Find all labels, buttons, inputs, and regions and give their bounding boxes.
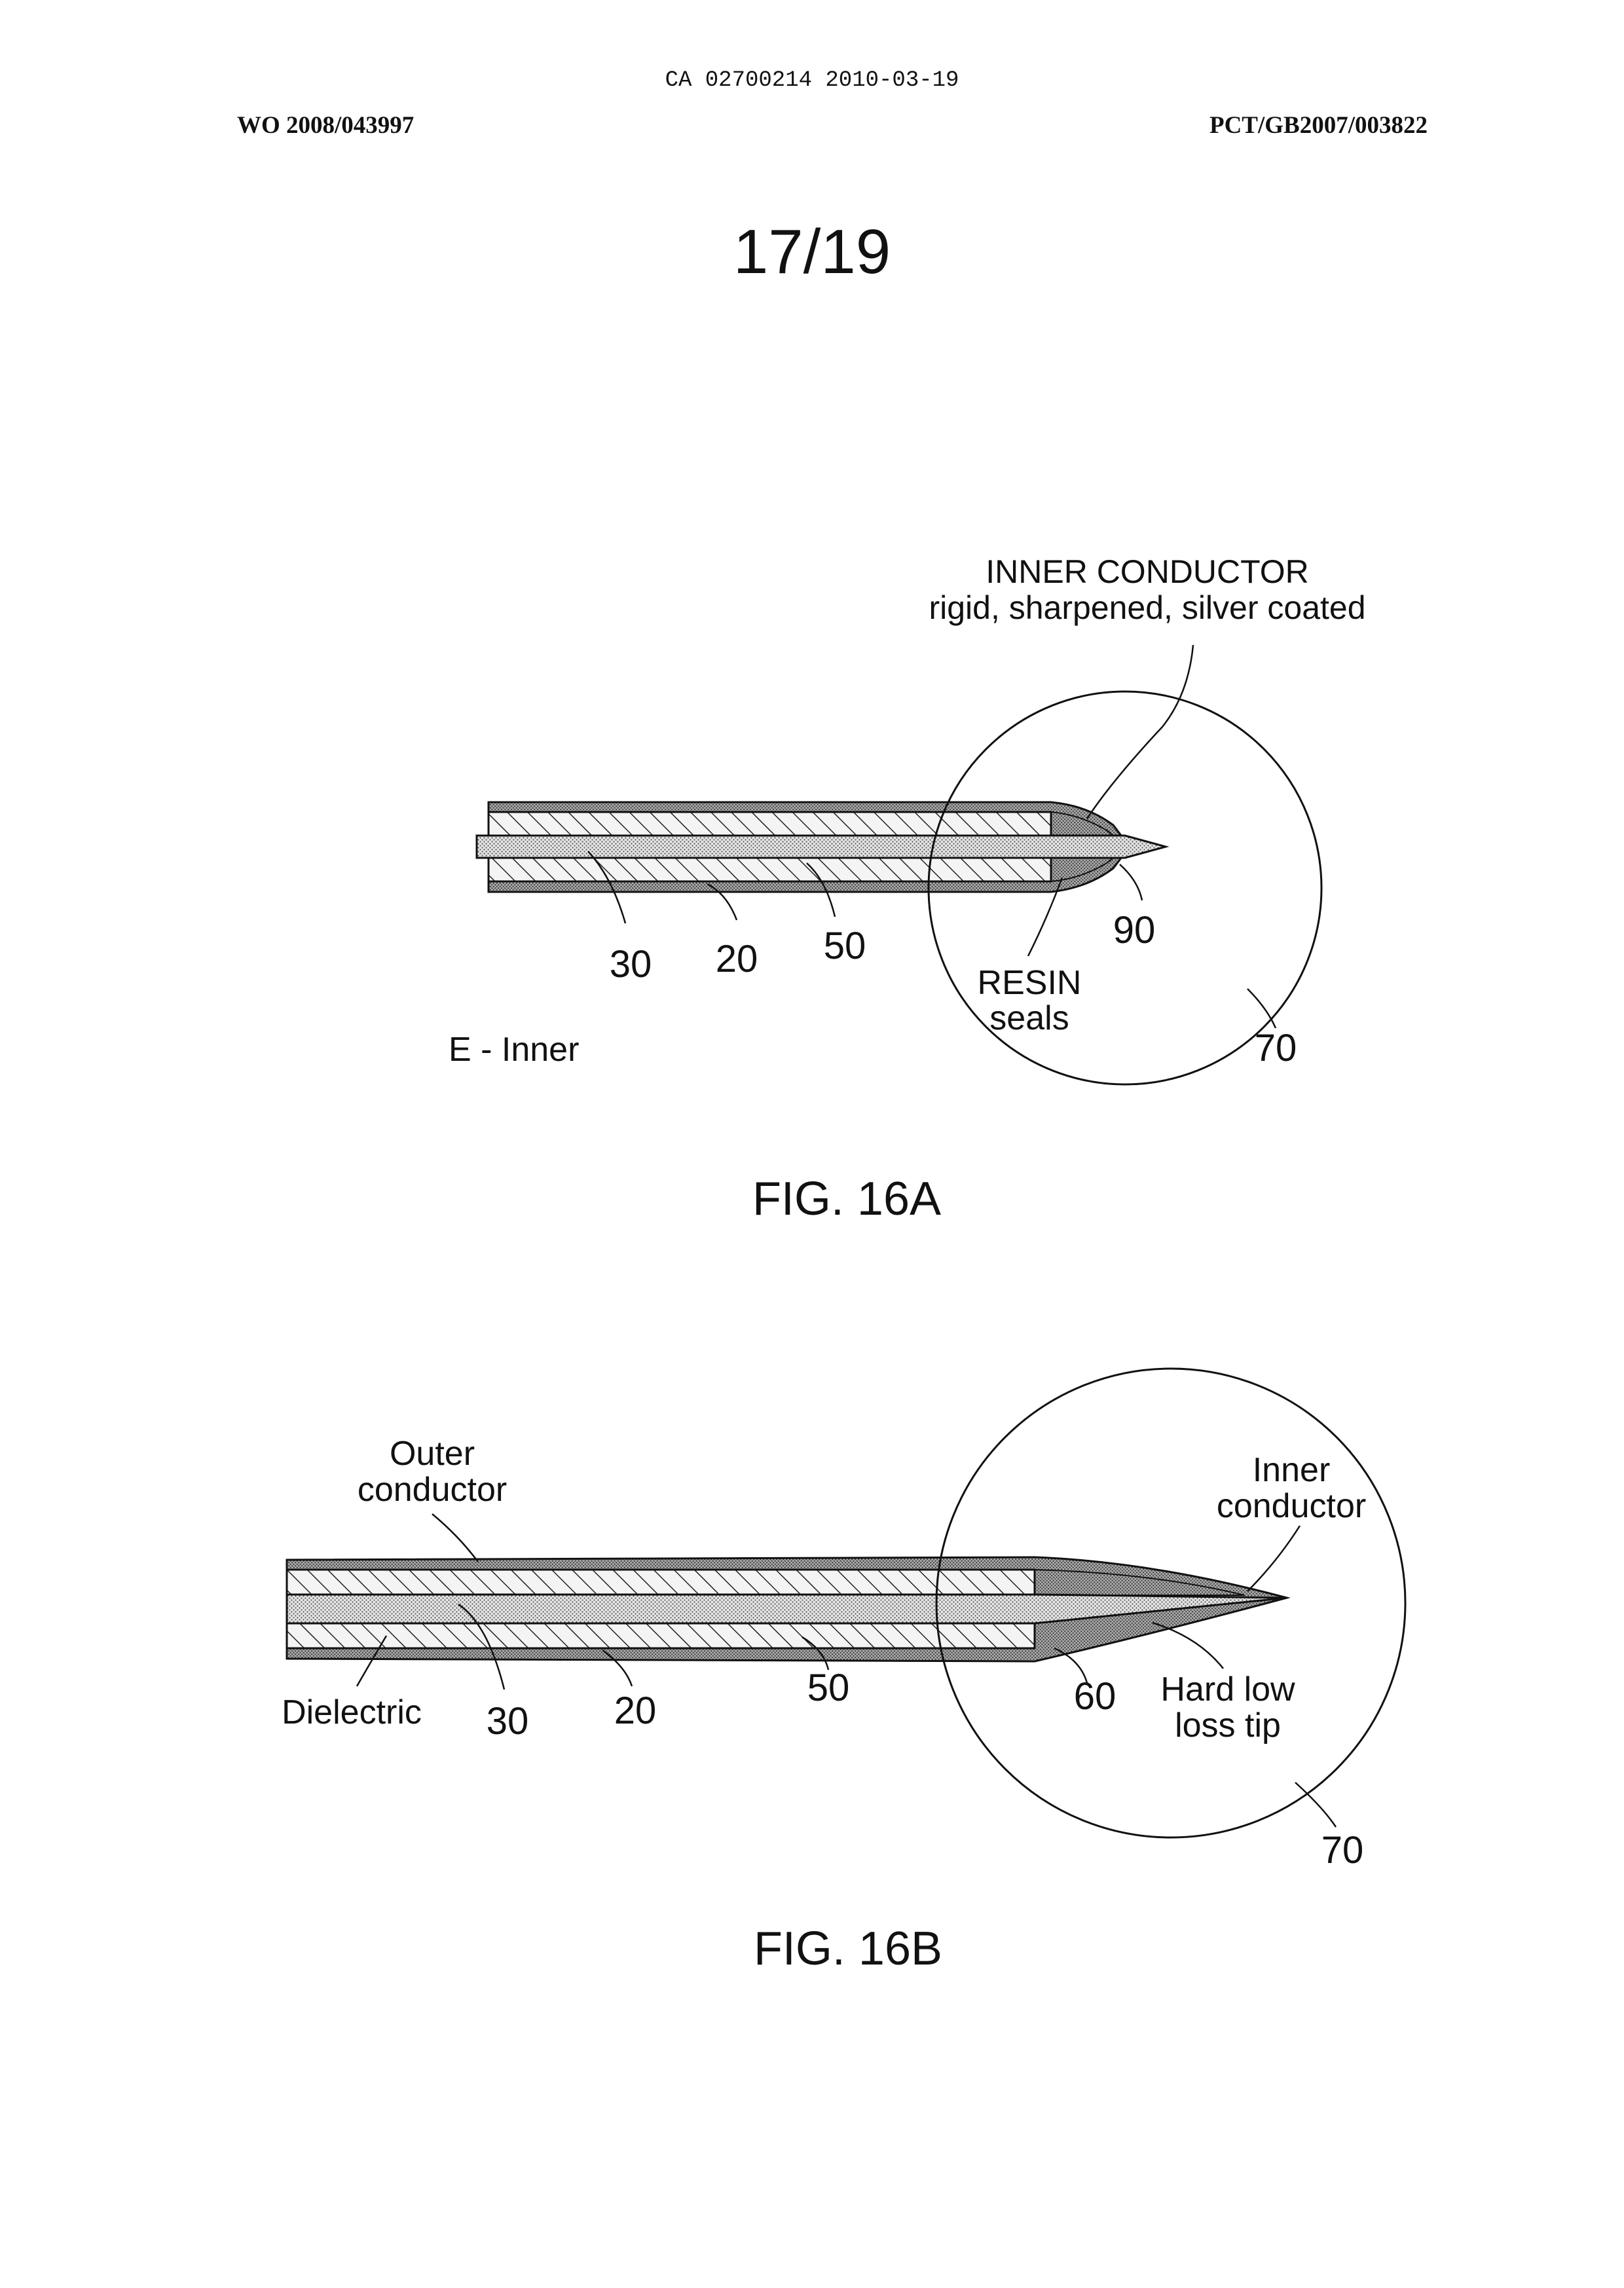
leader-70-16a [1247, 989, 1276, 1028]
ref-30-16b: 30 [487, 1700, 529, 1743]
dielectric-bottom-16a [489, 858, 1051, 881]
ref-20-16b: 20 [614, 1689, 657, 1732]
label-resin: RESIN [978, 964, 1082, 1002]
label-hard-low: Hard low [1160, 1670, 1295, 1708]
label-inner-conductor: conductor [1217, 1487, 1366, 1525]
label-outer-conductor: conductor [358, 1471, 507, 1509]
figure-16a: INNER CONDUCTOR rigid, sharpened, silver… [449, 553, 1366, 1225]
label-inner: Inner [1253, 1451, 1331, 1489]
label-inner-conductor-title: INNER CONDUCTOR [986, 553, 1309, 590]
inner-conductor-16a [477, 836, 1166, 858]
ref-50-16b: 50 [807, 1667, 850, 1709]
ref-90-16a: 90 [1113, 909, 1156, 951]
ref-30-16a: 30 [610, 943, 652, 986]
caption-fig-16a: FIG. 16A [752, 1173, 941, 1225]
leader-90-16a [1120, 864, 1142, 900]
label-inner-conductor-desc: rigid, sharpened, silver coated [929, 589, 1365, 626]
ref-70-16b: 70 [1321, 1829, 1364, 1872]
figure-16b: Outer conductor Inner conductor Dielectr… [282, 1369, 1405, 1975]
dielectric-top-16a [489, 812, 1051, 836]
ref-70-16a: 70 [1255, 1027, 1297, 1069]
label-loss-tip: loss tip [1175, 1707, 1281, 1744]
leader-inner-conductor-16b [1247, 1526, 1300, 1591]
leader-70-16b [1295, 1782, 1336, 1827]
leader-inner-conductor-16a [1087, 645, 1193, 819]
leader-outer-conductor [432, 1514, 478, 1562]
label-dielectric: Dielectric [282, 1693, 422, 1731]
caption-fig-16b: FIG. 16B [754, 1923, 942, 1975]
label-seals: seals [989, 999, 1069, 1037]
ref-60-16b: 60 [1074, 1675, 1116, 1718]
dielectric-bottom-16b [287, 1623, 1035, 1648]
ref-20-16a: 20 [716, 938, 758, 980]
label-outer: Outer [390, 1435, 475, 1473]
label-variant: E - Inner [449, 1031, 579, 1069]
dielectric-top-16b [287, 1570, 1035, 1595]
ref-50-16a: 50 [824, 925, 866, 967]
